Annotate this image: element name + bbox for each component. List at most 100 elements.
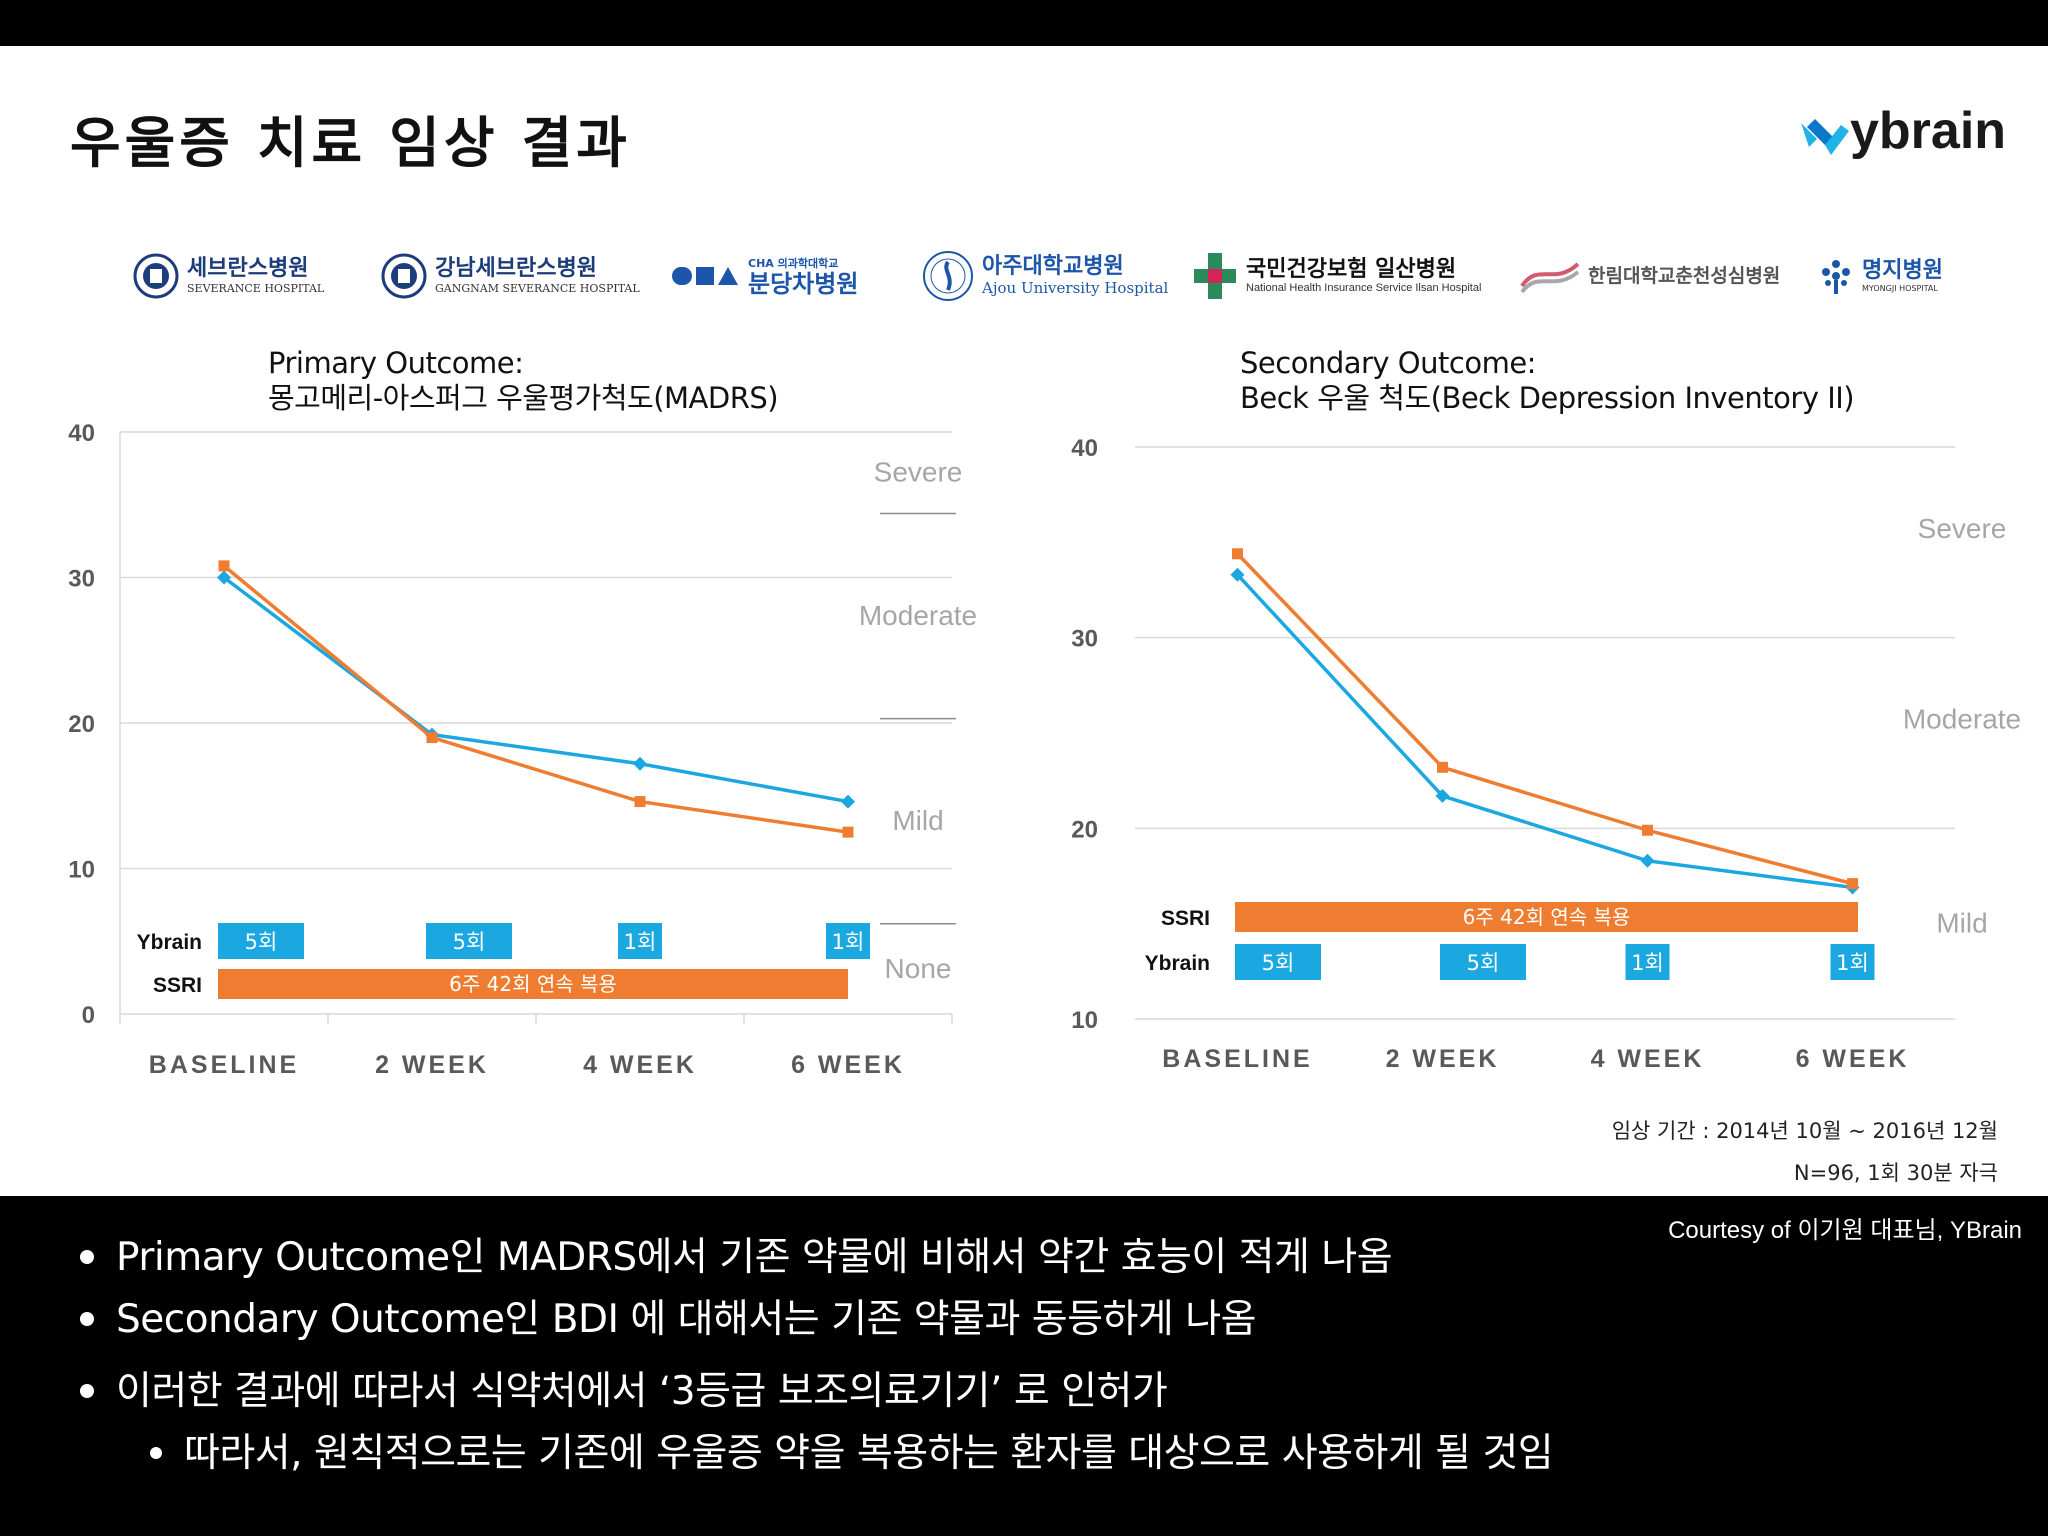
treatment-session-box [1440,944,1526,980]
ybrain-logo: ybrain [1795,101,2015,211]
y-tick-label: 10 [1071,1007,1098,1034]
y-tick-label: 20 [1071,816,1098,843]
madrs-chart: 0 10 20 30 40 BASELINE 2 WEEK 4 WEEK 6 WEEK Sever… [68,420,977,1079]
x-tick-label: 6 WEEK [1796,1045,1910,1073]
data-point-ybrain [1435,788,1450,803]
chart-1-subtitle: 몽고메리-아스퍼그 우울평가척도(MADRS) [268,381,779,415]
series-line-ssri [1236,552,1853,886]
y-tick-label: 0 [82,1002,95,1029]
x-tick-label: 6 WEEK [791,1051,905,1079]
hospital-name: 명지병원 [1862,258,1943,284]
data-point-ybrain [217,570,231,585]
hospital-subname: MYONGJI HOSPITAL [1862,283,1938,293]
treatment-session-box [1235,944,1321,980]
hospital-name: 아주대학교병원 [982,253,1124,279]
bullet-text: Secondary Outcome인 BDI 에 대해서는 기존 약물과 동등하… [116,1297,1256,1342]
data-point-ssri [1232,548,1243,560]
x-tick-label: BASELINE [149,1051,299,1079]
brand-name: ybrain [1850,102,2007,160]
x-tick-label: 4 WEEK [583,1051,697,1079]
treatment-session-label: 1회 [1631,951,1664,975]
footnotes: 임상 기간 : 2014년 10월 ~ 2016년 12월 N=96, 1회 3… [1612,1110,1998,1194]
data-point-ybrain [1640,853,1655,868]
treatment-session-box [426,923,512,959]
severity-label: Severe [874,457,963,488]
series-line-ybrain [222,576,849,804]
chart-1-title: Primary Outcome: [268,346,524,380]
y-tick-label: 10 [68,857,95,884]
hospital-subname: Ajou University Hospital [982,279,1169,298]
data-point-ssri [1437,761,1448,773]
chart-1-title-block: Primary Outcome: 몽고메리-아스퍼그 우울평가척도(MADRS) [268,346,779,416]
treatment-row-label: SSRI [1161,907,1210,930]
data-point-ybrain [841,794,855,809]
sub-bullet-item: 따라서, 원칙적으로는 기존에 우울증 약을 복용하는 환자를 대상으로 사용하… [150,1422,1554,1478]
data-point-ssri [842,826,854,838]
treatment-session-box [1625,944,1670,980]
y-tick-label: 30 [1071,626,1098,653]
y-tick-label: 30 [68,566,95,593]
bullet-text: 따라서, 원칙적으로는 기존에 우울증 약을 복용하는 환자를 대상으로 사용하… [184,1431,1554,1476]
hallym-wave-icon [1520,256,1580,296]
treatment-session-label: 5회 [453,930,486,954]
bullet-dot [150,1446,162,1459]
treatment-session-box [218,923,304,959]
hospital-name: 세브란스병원 [187,256,309,282]
treatment-duration-label: 6주 42회 연속 복용 [449,972,617,996]
treatment-row-label: Ybrain [1145,952,1210,975]
y-tick-label: 20 [68,711,95,738]
slide-title: 우울증 치료 임상 결과 [70,111,631,175]
cha-wordmark-icon [672,261,740,291]
bullet-dot [80,1249,94,1264]
x-tick-label: BASELINE [1162,1045,1312,1073]
chart-2-title: Secondary Outcome: [1240,346,1536,380]
treatment-session-box [618,923,662,959]
y-tick-label: 40 [1071,435,1098,462]
severity-label: Moderate [859,600,977,631]
treatment-duration-label: 6주 42회 연속 복용 [1463,905,1631,929]
ajou-emblem-icon [922,250,974,302]
hospital-subname: GANGNAM SEVERANCE HOSPITAL [435,281,640,295]
hospital-subname: SEVERANCE HOSPITAL [187,281,325,295]
chart-2-subtitle: Beck 우울 척도(Beck Depression Inventory II) [1240,381,1855,415]
data-point-ssri [218,560,230,572]
treatment-row-label: Ybrain [137,931,202,954]
x-tick-label: 4 WEEK [1591,1045,1705,1073]
hospital-subname: National Health Insurance Service Ilsan … [1246,282,1482,295]
severity-label: None [885,953,952,984]
hospital-logo-row: 세브란스병원 SEVERANCE HOSPITAL 강남세브란스병원 GANGN… [0,226,2048,326]
bullet-item: Primary Outcome인 MADRS에서 기존 약물에 비해서 약간 효… [80,1226,1393,1282]
severity-label: Severe [1918,513,2007,544]
hospital-logo-gangnam-severance: 강남세브란스병원 GANGNAM SEVERANCE HOSPITAL [381,226,640,326]
series-line-ssri [222,564,849,834]
treatment-session-box [826,923,870,959]
data-point-ybrain [1230,567,1245,582]
data-point-ssri [1847,878,1858,890]
slide: 우울증 치료 임상 결과 ybrain 세브란스병원 SEVERANCE HOS… [0,46,2048,1196]
courtesy-credit: Courtesy of 이기원 대표님, YBrain [1668,1217,2022,1244]
treatment-duration-bar [218,969,848,999]
treatment-duration-bar [1235,902,1858,932]
y-tick-label: 40 [68,420,95,447]
treatment-session-label: 1회 [832,930,865,954]
hospital-logo-hallym: 한림대학교춘천성심병원 [1520,226,1780,326]
severity-label: Mild [1936,908,1987,939]
hospital-logo-nhis-ilsan: 국민건강보험 일산병원 National Health Insurance Se… [1192,226,1481,326]
treatment-session-label: 5회 [1262,951,1295,975]
clinical-period: 임상 기간 : 2014년 10월 ~ 2016년 12월 [1611,1119,1998,1143]
chart-2-title-block: Secondary Outcome: Beck 우울 척도(Beck Depre… [1240,346,1855,416]
bullet-dot [80,1383,94,1398]
treatment-session-label: 1회 [1836,951,1869,975]
treatment-row-label: SSRI [153,974,202,997]
x-tick-label: 2 WEEK [375,1051,489,1079]
bdi-chart: 10 20 30 40 BASELINE 2 WEEK 4 WEEK 6 WEEK Severe… [1071,435,2021,1073]
bullet-item: Secondary Outcome인 BDI 에 대해서는 기존 약물과 동등하… [80,1288,1256,1344]
series-line-ybrain [1236,573,1853,890]
data-point-ybrain [633,756,647,771]
ybrain-logo-icon [1801,119,1849,155]
severity-label: Moderate [1903,704,2021,735]
treatment-session-label: 5회 [245,930,278,954]
data-point-ssri [634,796,646,808]
hospital-name: 강남세브란스병원 [435,256,597,282]
bullet-text: Primary Outcome인 MADRS에서 기존 약물에 비해서 약간 효… [116,1235,1393,1280]
